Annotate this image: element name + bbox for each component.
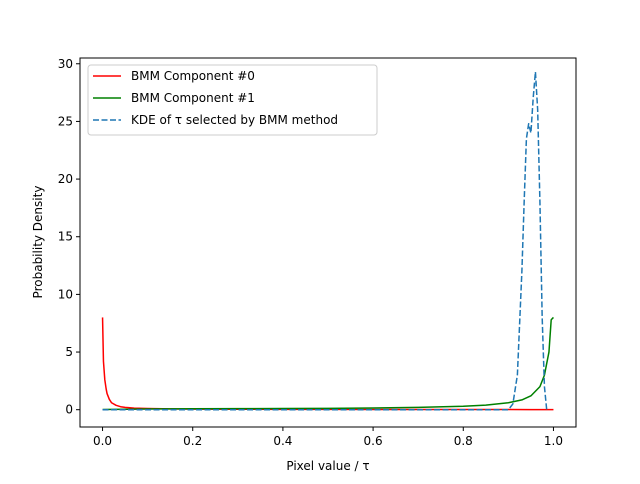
x-axis-label: Pixel value / τ — [286, 459, 369, 473]
legend-label: KDE of τ selected by BMM method — [131, 113, 338, 127]
x-tick-label: 0.0 — [93, 434, 112, 448]
series-layer — [101, 71, 554, 411]
legend: BMM Component #0 BMM Component #1 KDE of τ… — [87, 64, 378, 136]
legend-label: BMM Component #1 — [131, 91, 255, 105]
legend-label: BMM Component #0 — [131, 69, 255, 83]
y-tick-label: 10 — [58, 287, 73, 301]
x-tick-label: 1.0 — [544, 434, 563, 448]
axes-frame — [79, 57, 577, 428]
x-axis: 0.0 0.2 0.4 0.6 0.8 1.0 — [93, 427, 563, 448]
legend-box — [87, 64, 378, 136]
y-tick-label: 5 — [65, 345, 73, 359]
y-axis-label: Probability Density — [31, 186, 45, 299]
y-tick-label: 15 — [58, 230, 73, 244]
x-tick-label: 0.8 — [454, 434, 473, 448]
y-axis: 0 5 10 15 20 25 30 — [58, 57, 80, 417]
y-tick-label: 20 — [58, 172, 73, 186]
x-tick-label: 0.6 — [364, 434, 383, 448]
y-tick-label: 30 — [58, 57, 73, 71]
y-tick-label: 0 — [65, 403, 73, 417]
x-tick-label: 0.2 — [183, 434, 202, 448]
x-tick-label: 0.4 — [273, 434, 292, 448]
y-tick-label: 25 — [58, 114, 73, 128]
series-line-2 — [102, 71, 548, 411]
